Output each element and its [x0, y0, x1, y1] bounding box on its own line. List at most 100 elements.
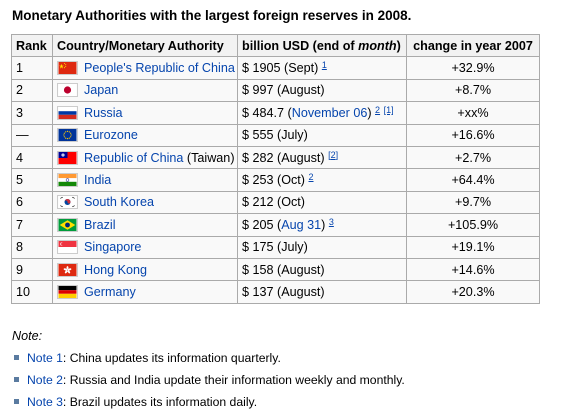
citation-ref[interactable]: [1]	[383, 104, 394, 115]
country-cell: Eurozone	[52, 123, 238, 147]
rank-cell: —	[11, 123, 53, 147]
flag-singapore-icon[interactable]	[57, 240, 78, 255]
table-row: 9 Hong Kong $ 158 (August) +14.6%	[11, 257, 540, 282]
rank-cell: 3	[11, 101, 53, 125]
country-link[interactable]: India	[84, 173, 112, 188]
table-row: 1 People's Republic of China $ 1905 (Sept)…	[11, 56, 540, 80]
header-reserves[interactable]: billion USD (end of month)	[237, 33, 407, 58]
note-text: : Russia and India update their informat…	[62, 373, 405, 387]
country-cell: Japan	[52, 78, 238, 103]
reserves-cell: $ 555 (July)	[237, 123, 407, 147]
country-link[interactable]: Republic of China	[84, 150, 184, 165]
table-row: 2 Japan $ 997 (August) +8.7%	[11, 78, 540, 103]
change-cell: +8.7%	[406, 78, 540, 103]
page-title: Monetary Authorities with the largest fo…	[12, 8, 412, 23]
reserves-cell: $ 212 (Oct)	[237, 190, 407, 215]
flag-korea-icon[interactable]	[57, 195, 78, 210]
flag-hongkong-icon[interactable]	[57, 262, 78, 277]
period-link[interactable]: Aug 31	[281, 217, 322, 232]
country-link[interactable]: Eurozone	[84, 128, 138, 143]
country-cell: Singapore	[52, 235, 238, 259]
footnote-ref[interactable]: 3	[328, 216, 334, 227]
change-cell: +2.7%	[406, 145, 540, 170]
flag-brazil-icon[interactable]	[57, 217, 78, 232]
change-cell: +32.9%	[406, 56, 540, 80]
table-row: 7 Brazil $ 205 (Aug 31) 3 +105.9%	[11, 213, 540, 237]
reserves-cell: $ 158 (August)	[237, 257, 407, 282]
country-cell: Russia	[52, 101, 238, 125]
reserves-cell: $ 205 (Aug 31) 3	[237, 213, 407, 237]
change-cell: +20.3%	[406, 280, 540, 304]
flag-india-icon[interactable]	[57, 173, 78, 188]
change-cell: +105.9%	[406, 213, 540, 237]
flag-taiwan-icon[interactable]	[57, 150, 78, 165]
note-item: Note 3: Brazil updates its information d…	[14, 391, 405, 413]
change-cell: +64.4%	[406, 168, 540, 192]
reserves-cell: $ 282 (August) [2]	[237, 145, 407, 170]
rank-cell: 6	[11, 190, 53, 215]
rank-cell: 10	[11, 280, 53, 304]
note-heading: Note:	[12, 329, 43, 343]
bullet-icon	[14, 377, 19, 382]
reserves-cell: $ 997 (August)	[237, 78, 407, 103]
bullet-icon	[14, 399, 19, 404]
footnote-ref[interactable]: 2	[308, 172, 314, 183]
country-cell: Republic of China (Taiwan)	[52, 145, 238, 170]
country-cell: People's Republic of China	[52, 56, 238, 80]
reserves-cell: $ 137 (August)	[237, 280, 407, 304]
reserves-cell: $ 175 (July)	[237, 235, 407, 259]
flag-eu-icon[interactable]	[57, 128, 78, 143]
note-link[interactable]: Note 1	[27, 351, 63, 365]
table-row: 4 Republic of China (Taiwan) $ 282 (August…	[11, 145, 540, 170]
country-link[interactable]: Russia	[84, 105, 123, 120]
table-row: 8 Singapore $ 175 (July) +19.1%	[11, 235, 540, 259]
notes-list: Note 1: China updates its information qu…	[14, 347, 405, 413]
table-row: 6 South Korea $ 212 (Oct) +9.7%	[11, 190, 540, 215]
period-link[interactable]: November 06	[291, 105, 368, 120]
country-cell: Germany	[52, 280, 238, 304]
rank-cell: 4	[11, 145, 53, 170]
reserves-table: Rank Country/Monetary Authority billion …	[11, 33, 540, 304]
table-row: — Eurozone $ 555 (July) +16.6%	[11, 123, 540, 147]
footnote-ref[interactable]: 1	[321, 60, 327, 71]
flag-china-icon[interactable]	[57, 61, 78, 76]
note-text: : Brazil updates its information daily.	[62, 395, 258, 409]
country-link[interactable]: South Korea	[84, 195, 155, 210]
country-link[interactable]: People's Republic of China	[84, 61, 235, 76]
rank-cell: 2	[11, 78, 53, 103]
footnote-ref[interactable]: 2	[375, 104, 381, 115]
table-row: 3 Russia $ 484.7 (November 06) 2 [1] +xx%	[11, 101, 540, 125]
country-cell: Hong Kong	[52, 257, 238, 282]
note-link[interactable]: Note 2	[27, 373, 63, 387]
country-link[interactable]: Japan	[84, 83, 119, 98]
flag-japan-icon[interactable]	[57, 83, 78, 98]
flag-germany-icon[interactable]	[57, 284, 78, 299]
note-link[interactable]: Note 3	[27, 395, 63, 409]
rank-cell: 8	[11, 235, 53, 259]
change-cell: +xx%	[406, 101, 540, 125]
country-link[interactable]: Singapore	[84, 240, 142, 255]
header-change[interactable]: change in year 2007	[406, 33, 540, 58]
change-cell: +14.6%	[406, 257, 540, 282]
rank-cell: 1	[11, 56, 53, 80]
country-link[interactable]: Brazil	[84, 217, 116, 232]
note-item: Note 1: China updates its information qu…	[14, 347, 405, 369]
country-cell: Brazil	[52, 213, 238, 237]
citation-ref[interactable]: [2]	[328, 149, 339, 160]
reserves-cell: $ 253 (Oct) 2	[237, 168, 407, 192]
reserves-cell: $ 1905 (Sept) 1	[237, 56, 407, 80]
bullet-icon	[14, 355, 19, 360]
note-text: : China updates its information quarterl…	[62, 351, 281, 365]
header-rank[interactable]: Rank	[11, 33, 53, 58]
country-link[interactable]: Hong Kong	[84, 262, 148, 277]
country-cell: India	[52, 168, 238, 192]
note-item: Note 2: Russia and India update their in…	[14, 369, 405, 391]
header-country[interactable]: Country/Monetary Authority	[52, 33, 238, 58]
country-link[interactable]: Germany	[84, 284, 136, 299]
table-row: 5 India $ 253 (Oct) 2 +64.4%	[11, 168, 540, 192]
table-row: 10 Germany $ 137 (August) +20.3%	[11, 280, 540, 304]
rank-cell: 5	[11, 168, 53, 192]
flag-russia-icon[interactable]	[57, 105, 78, 120]
change-cell: +19.1%	[406, 235, 540, 259]
